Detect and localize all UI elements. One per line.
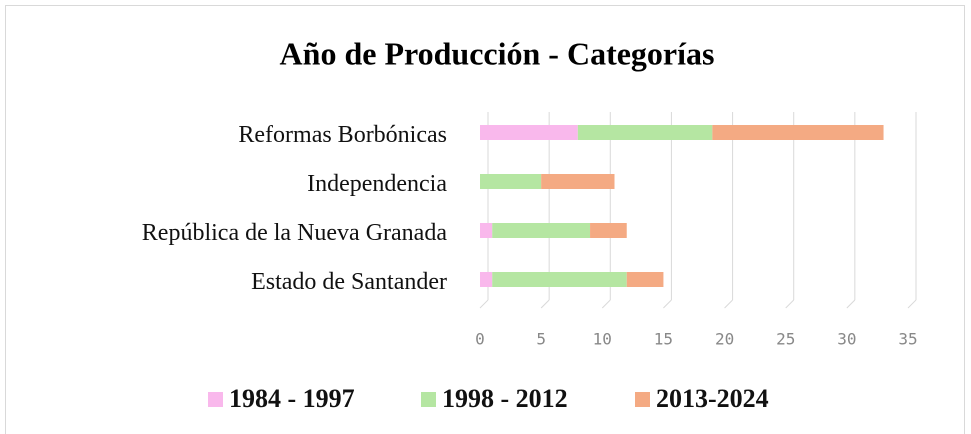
grid-line: [724, 299, 733, 309]
grid-line: [479, 299, 489, 309]
legend-swatch: [635, 392, 650, 407]
bar: [590, 223, 627, 238]
bar: [492, 272, 627, 287]
x-tick-label: 10: [593, 330, 612, 349]
x-tick-label: 30: [837, 330, 856, 349]
bar: [541, 174, 615, 189]
bar: [626, 272, 664, 287]
grid-line: [540, 299, 550, 309]
x-tick-label: 15: [654, 330, 673, 349]
x-tick-label: 35: [898, 330, 917, 349]
bar: [712, 125, 884, 140]
grid-line: [663, 299, 672, 309]
grid-line: [785, 299, 795, 309]
legend-label: 2013-2024: [656, 384, 769, 413]
grid-line: [907, 299, 917, 309]
category-label: Independencia: [307, 171, 447, 197]
bar: [480, 272, 493, 287]
bar: [492, 223, 591, 238]
chart-title: Año de Producción - Categorías: [280, 35, 715, 71]
category-label: Reformas Borbónicas: [238, 122, 447, 148]
bar: [480, 223, 493, 238]
legend-label: 1998 - 2012: [442, 384, 568, 413]
category-label: Estado de Santander: [251, 269, 447, 295]
legend-swatch: [208, 392, 223, 407]
category-label: República de la Nueva Granada: [142, 220, 448, 246]
grid-line: [846, 299, 856, 309]
grid-line: [601, 299, 611, 309]
legend-label: 1984 - 1997: [229, 384, 355, 413]
x-tick-label: 0: [475, 330, 485, 349]
bar: [480, 174, 542, 189]
legend-swatch: [421, 392, 436, 407]
bar: [577, 125, 713, 140]
x-tick-label: 5: [536, 330, 546, 349]
chart-border: [5, 5, 965, 434]
x-tick-label: 20: [715, 330, 734, 349]
x-tick-label: 25: [776, 330, 795, 349]
bar: [480, 125, 578, 140]
